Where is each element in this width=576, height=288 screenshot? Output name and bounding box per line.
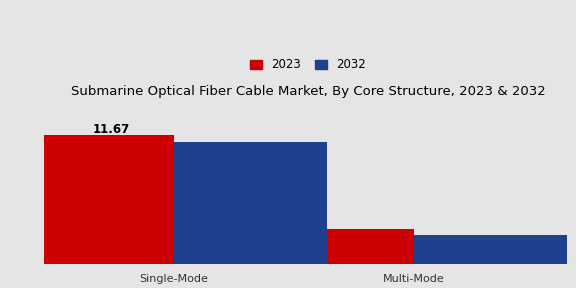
Text: 11.67: 11.67: [92, 123, 130, 136]
Bar: [21, 135, 174, 264]
Legend: 2023, 2032: 2023, 2032: [250, 58, 366, 71]
Title: Submarine Optical Fiber Cable Market, By Core Structure, 2023 & 2032: Submarine Optical Fiber Cable Market, By…: [71, 86, 545, 98]
Bar: [414, 235, 567, 264]
Bar: [260, 229, 414, 264]
Bar: [174, 143, 327, 264]
